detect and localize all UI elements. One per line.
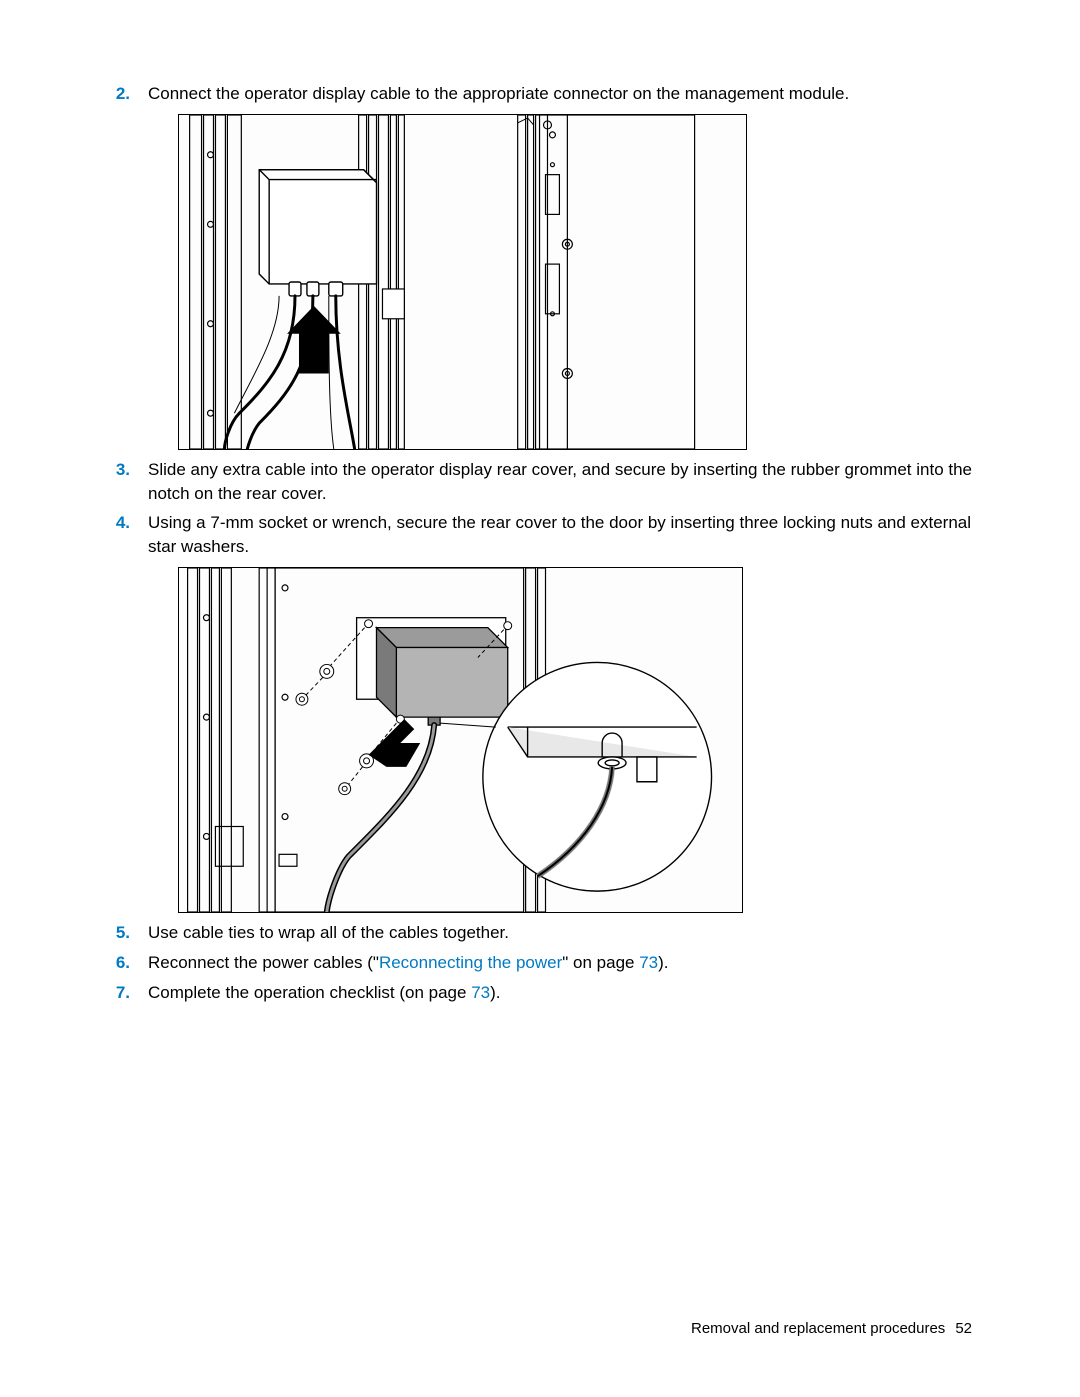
- step-text: Connect the operator display cable to th…: [148, 82, 972, 106]
- step-text-part: ).: [658, 953, 668, 972]
- page-footer: Removal and replacement procedures 52: [691, 1320, 972, 1337]
- step-3: 3. Slide any extra cable into the operat…: [108, 458, 972, 506]
- step-number: 3.: [108, 458, 148, 482]
- page-ref-73[interactable]: 73: [471, 983, 490, 1002]
- step-5: 5. Use cable ties to wrap all of the cab…: [108, 921, 972, 945]
- step-4: 4. Using a 7-mm socket or wrench, secure…: [108, 511, 972, 559]
- step-number: 5.: [108, 921, 148, 945]
- step-number: 2.: [108, 82, 148, 106]
- footer-section-title: Removal and replacement procedures: [691, 1320, 945, 1337]
- step-7: 7. Complete the operation checklist (on …: [108, 981, 972, 1005]
- step-number: 6.: [108, 951, 148, 975]
- step-text: Use cable ties to wrap all of the cables…: [148, 921, 972, 945]
- step-text-part: Connect the operator display cable to th…: [148, 84, 849, 103]
- page-ref-73[interactable]: 73: [639, 953, 658, 972]
- step-2: 2. Connect the operator display cable to…: [108, 82, 972, 106]
- page: 2. Connect the operator display cable to…: [0, 0, 1080, 1397]
- footer-page-number: 52: [955, 1320, 972, 1337]
- step-text-part: ).: [490, 983, 500, 1002]
- step-text: Reconnect the power cables ("Reconnectin…: [148, 951, 972, 975]
- figure-2: [178, 567, 743, 913]
- step-number: 7.: [108, 981, 148, 1005]
- step-text-part: Complete the operation checklist (on pag…: [148, 983, 471, 1002]
- step-text: Slide any extra cable into the operator …: [148, 458, 972, 506]
- step-text: Using a 7-mm socket or wrench, secure th…: [148, 511, 972, 559]
- figure-1: [178, 114, 747, 450]
- link-reconnecting-power[interactable]: Reconnecting the power: [379, 953, 562, 972]
- step-text-part: " on page: [562, 953, 639, 972]
- step-text-part: Using a 7-mm socket or wrench, secure th…: [148, 513, 971, 556]
- step-text-part: Use cable ties to wrap all of the cables…: [148, 923, 509, 942]
- step-text-part: Slide any extra cable into the operator …: [148, 460, 972, 503]
- step-6: 6. Reconnect the power cables ("Reconnec…: [108, 951, 972, 975]
- step-text: Complete the operation checklist (on pag…: [148, 981, 972, 1005]
- step-text-part: Reconnect the power cables (": [148, 953, 379, 972]
- step-number: 4.: [108, 511, 148, 535]
